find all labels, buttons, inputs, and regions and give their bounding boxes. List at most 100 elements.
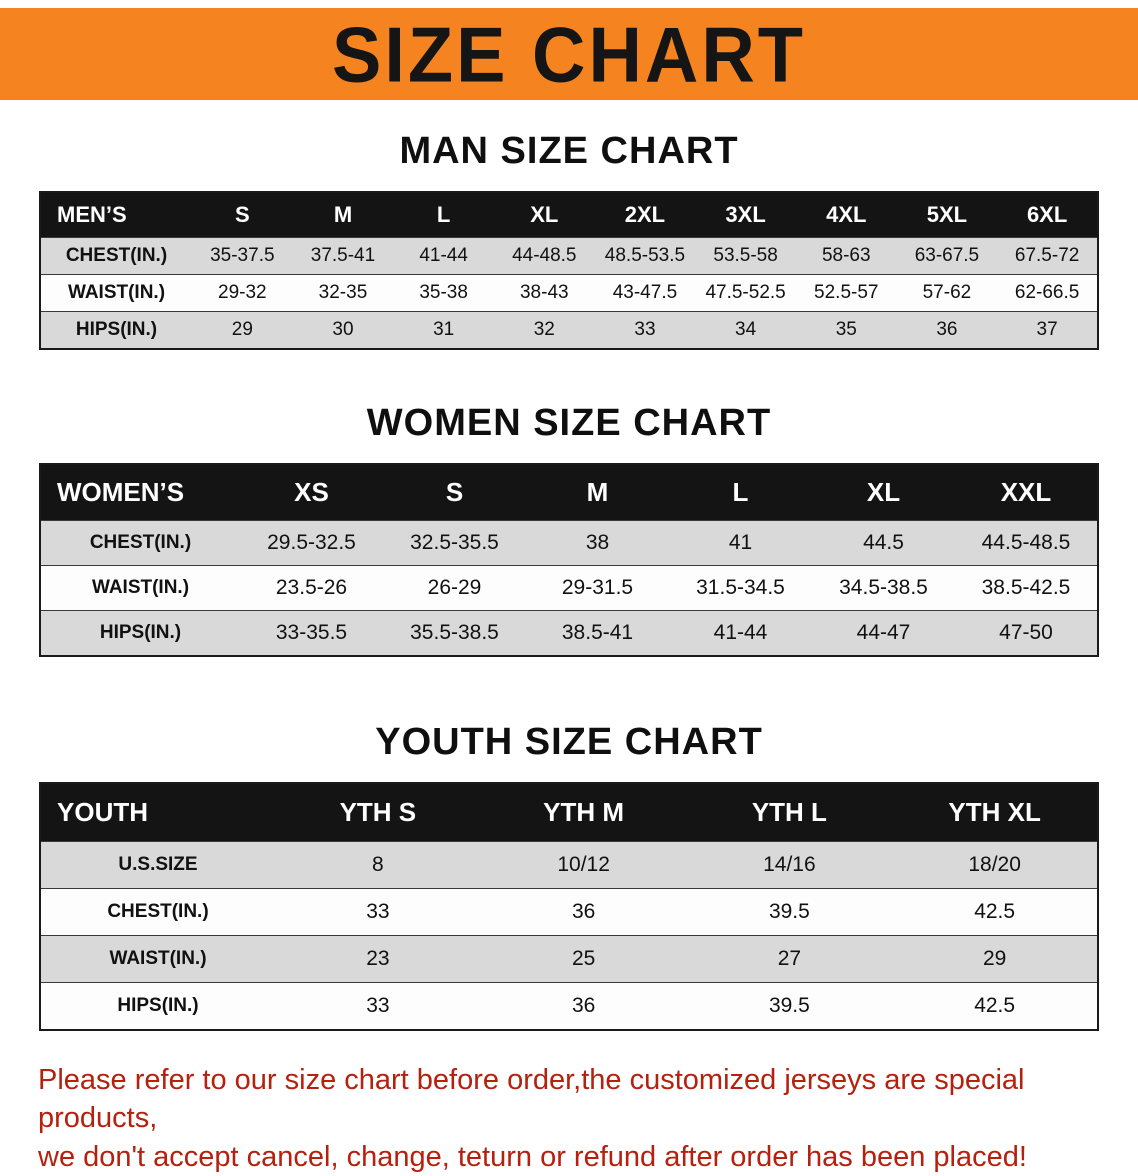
value-cell: 58-63: [795, 237, 897, 275]
size-header-cell: M: [526, 464, 669, 521]
size-header-cell: L: [669, 464, 812, 521]
value-cell: 38-43: [493, 274, 595, 312]
value-cell: 43-47.5: [594, 274, 696, 312]
measurement-label: CHEST(IN.): [40, 237, 192, 275]
banner-title: SIZE CHART: [332, 10, 806, 98]
value-cell: 36: [480, 982, 687, 1030]
value-cell: 33: [275, 982, 481, 1030]
men-size-section: MAN SIZE CHART MEN’S S M L XL 2XL 3XL 4XL 5XL 6XL…: [0, 130, 1138, 350]
value-cell: 27: [686, 935, 893, 983]
measurement-label: CHEST(IN.): [40, 520, 240, 566]
value-cell: 18/20: [892, 841, 1098, 889]
value-cell: 39.5: [686, 888, 893, 936]
value-cell: 32-35: [292, 274, 394, 312]
table-corner-label: YOUTH: [40, 783, 275, 842]
size-header-cell: 4XL: [795, 192, 897, 238]
value-cell: 37: [997, 311, 1098, 349]
value-cell: 44-47: [812, 610, 955, 656]
women-section-title: WOMEN SIZE CHART: [366, 402, 772, 444]
size-header-cell: XL: [812, 464, 955, 521]
measurement-label: HIPS(IN.): [40, 311, 192, 349]
measurement-label: HIPS(IN.): [40, 610, 240, 656]
table-row: WAIST(IN.) 29-32 32-35 35-38 38-43 43-47.5 47.…: [40, 274, 1098, 312]
size-header-cell: S: [383, 464, 526, 521]
size-header-cell: XXL: [955, 464, 1098, 521]
value-cell: 31.5-34.5: [669, 565, 812, 611]
size-header-cell: YTH S: [275, 783, 481, 842]
disclaimer-line-1: Please refer to our size chart before or…: [38, 1064, 1025, 1135]
value-cell: 26-29: [383, 565, 526, 611]
size-chart-banner: SIZE CHART: [0, 8, 1138, 100]
value-cell: 42.5: [892, 888, 1098, 936]
value-cell: 32.5-35.5: [383, 520, 526, 566]
youth-section-title: YOUTH SIZE CHART: [375, 721, 763, 763]
table-corner-label: MEN’S: [40, 192, 192, 238]
value-cell: 36: [896, 311, 998, 349]
table-header-row: WOMEN’S XS S M L XL XXL: [40, 464, 1098, 521]
value-cell: 29: [892, 935, 1098, 983]
value-cell: 33: [275, 888, 481, 936]
disclaimer-line-2: we don't accept cancel, change, teturn o…: [38, 1140, 1027, 1173]
value-cell: 35: [795, 311, 897, 349]
table-row: CHEST(IN.) 35-37.5 37.5-41 41-44 44-48.5 48.5…: [40, 237, 1098, 275]
value-cell: 41-44: [669, 610, 812, 656]
value-cell: 34: [695, 311, 796, 349]
value-cell: 62-66.5: [997, 274, 1098, 312]
value-cell: 14/16: [686, 841, 893, 889]
value-cell: 38.5-41: [526, 610, 669, 656]
value-cell: 33-35.5: [240, 610, 383, 656]
measurement-label: WAIST(IN.): [40, 565, 240, 611]
value-cell: 33: [594, 311, 696, 349]
measurement-label: WAIST(IN.): [40, 935, 275, 983]
table-row: CHEST(IN.) 29.5-32.5 32.5-35.5 38 41 44.5 44.5…: [40, 520, 1098, 566]
size-header-cell: YTH XL: [892, 783, 1098, 842]
size-header-cell: YTH M: [480, 783, 687, 842]
value-cell: 63-67.5: [896, 237, 998, 275]
value-cell: 41: [669, 520, 812, 566]
value-cell: 10/12: [480, 841, 687, 889]
table-header-row: YOUTH YTH S YTH M YTH L YTH XL: [40, 783, 1098, 842]
value-cell: 38.5-42.5: [955, 565, 1098, 611]
size-header-cell: 6XL: [997, 192, 1098, 238]
youth-size-section: YOUTH SIZE CHART YOUTH YTH S YTH M YTH L YTH…: [0, 721, 1138, 1031]
value-cell: 35-37.5: [192, 237, 293, 275]
table-header-row: MEN’S S M L XL 2XL 3XL 4XL 5XL 6XL: [40, 192, 1098, 238]
size-header-cell: L: [393, 192, 494, 238]
value-cell: 29.5-32.5: [240, 520, 383, 566]
youth-size-table: YOUTH YTH S YTH M YTH L YTH XL U.S.SIZE 8 10/12…: [39, 782, 1099, 1031]
value-cell: 52.5-57: [795, 274, 897, 312]
value-cell: 8: [275, 841, 481, 889]
value-cell: 41-44: [393, 237, 494, 275]
size-header-cell: XL: [493, 192, 595, 238]
value-cell: 37.5-41: [292, 237, 394, 275]
table-row: WAIST(IN.) 23.5-26 26-29 29-31.5 31.5-34.5 34…: [40, 565, 1098, 611]
value-cell: 32: [493, 311, 595, 349]
size-header-cell: XS: [240, 464, 383, 521]
value-cell: 23: [275, 935, 481, 983]
size-header-cell: YTH L: [686, 783, 893, 842]
value-cell: 57-62: [896, 274, 998, 312]
value-cell: 29-32: [192, 274, 293, 312]
value-cell: 25: [480, 935, 687, 983]
value-cell: 29: [192, 311, 293, 349]
value-cell: 44.5: [812, 520, 955, 566]
value-cell: 44.5-48.5: [955, 520, 1098, 566]
women-size-table: WOMEN’S XS S M L XL XXL CHEST(IN.) 29.5-32.5 32.5…: [39, 463, 1099, 657]
value-cell: 53.5-58: [695, 237, 796, 275]
table-corner-label: WOMEN’S: [40, 464, 240, 521]
value-cell: 35-38: [393, 274, 494, 312]
table-row: HIPS(IN.) 33-35.5 35.5-38.5 38.5-41 41-44 44-…: [40, 610, 1098, 656]
value-cell: 42.5: [892, 982, 1098, 1030]
value-cell: 29-31.5: [526, 565, 669, 611]
table-row: CHEST(IN.) 33 36 39.5 42.5: [40, 888, 1098, 936]
value-cell: 67.5-72: [997, 237, 1098, 275]
measurement-label: WAIST(IN.): [40, 274, 192, 312]
table-row: HIPS(IN.) 29 30 31 32 33 34 35 36 37: [40, 311, 1098, 349]
value-cell: 23.5-26: [240, 565, 383, 611]
value-cell: 31: [393, 311, 494, 349]
value-cell: 36: [480, 888, 687, 936]
size-header-cell: 5XL: [896, 192, 998, 238]
table-row: HIPS(IN.) 33 36 39.5 42.5: [40, 982, 1098, 1030]
disclaimer-note: Please refer to our size chart before or…: [38, 1061, 1100, 1176]
value-cell: 30: [292, 311, 394, 349]
